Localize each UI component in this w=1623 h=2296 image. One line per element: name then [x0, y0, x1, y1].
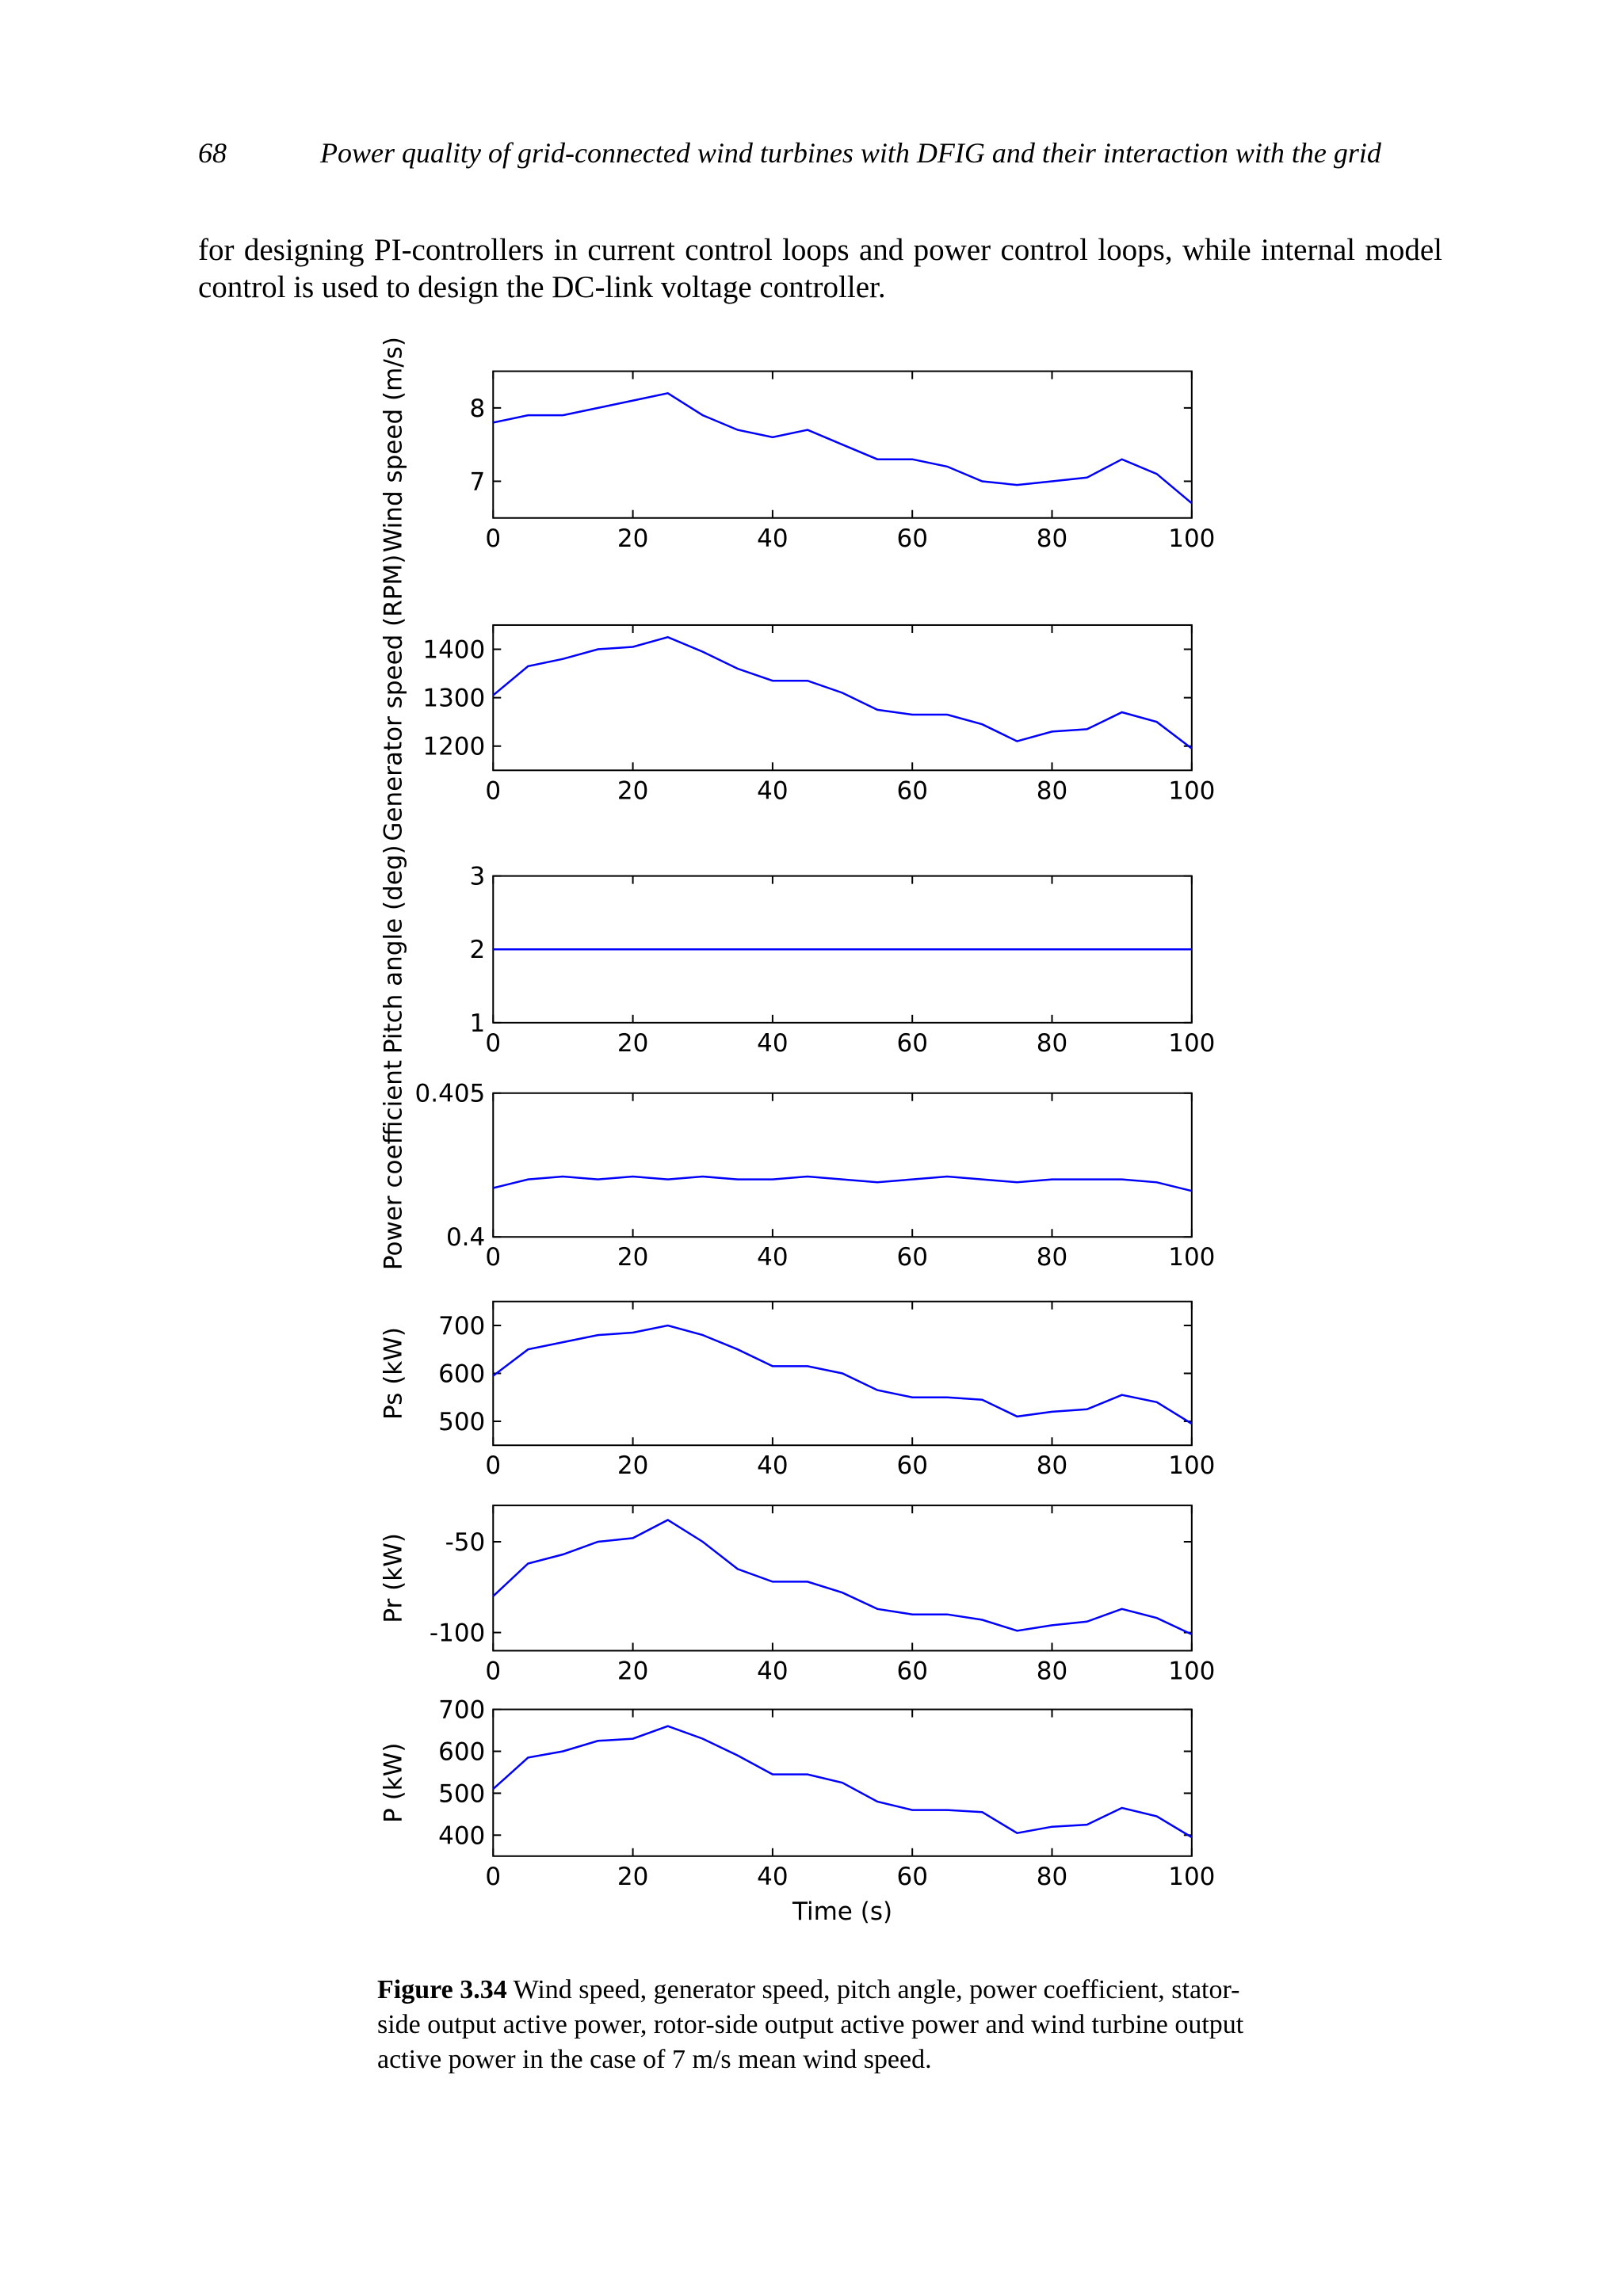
- y-axis-label: Pitch angle (deg): [379, 845, 407, 1054]
- x-tick-label: 0: [485, 1657, 501, 1686]
- x-tick-label: 80: [1037, 1243, 1067, 1272]
- x-tick-label: 80: [1037, 1657, 1067, 1686]
- data-line: [492, 635, 1193, 749]
- y-tick-label: 1: [470, 1009, 486, 1038]
- x-tick-label: 60: [896, 1657, 927, 1686]
- x-tick-label: 0: [485, 1451, 501, 1480]
- y-tick-label: 600: [438, 1737, 485, 1766]
- y-tick-label: -50: [445, 1528, 486, 1557]
- y-axis-label: Generator speed (RPM): [379, 555, 407, 841]
- y-axis-label: Wind speed (m/s): [379, 337, 407, 552]
- data-line: [492, 1324, 1193, 1425]
- body-text: for designing PI-controllers in current …: [198, 233, 1442, 304]
- x-tick-label: 20: [617, 776, 648, 805]
- y-tick-label: 2: [470, 936, 486, 964]
- x-tick-label: 40: [757, 1243, 788, 1272]
- y-axis-label: Power coefficient: [379, 1060, 407, 1270]
- x-tick-label: 0: [485, 1029, 501, 1058]
- x-tick-label: 60: [896, 1029, 927, 1058]
- x-tick-label: 80: [1037, 1451, 1067, 1480]
- y-tick-label: 1400: [422, 636, 485, 665]
- caption: Figure 3.34 Wind speed, generator speed,…: [377, 1973, 1273, 2077]
- y-tick-label: 600: [438, 1360, 485, 1388]
- caption-label: Figure 3.34: [377, 1975, 507, 2004]
- x-tick-label: 20: [617, 1863, 648, 1891]
- x-tick-label: 100: [1168, 1657, 1215, 1686]
- x-tick-label: 40: [757, 524, 788, 553]
- y-tick-label: 500: [438, 1779, 485, 1808]
- plot-frame: [492, 1092, 1193, 1238]
- y-tick-label: 0.405: [415, 1080, 486, 1108]
- plot-frame: [492, 1505, 1193, 1652]
- x-tick-label: 0: [485, 524, 501, 553]
- y-tick-label: 700: [438, 1312, 485, 1341]
- y-tick-label: 1300: [422, 685, 485, 713]
- x-tick-label: 100: [1168, 1451, 1215, 1480]
- x-tick-label: 60: [896, 1863, 927, 1891]
- data-line: [493, 391, 1193, 505]
- x-tick-label: 60: [896, 1451, 927, 1480]
- y-tick-label: 1200: [422, 733, 485, 761]
- x-tick-label: 40: [757, 1657, 788, 1686]
- x-tick-label: 80: [1037, 1029, 1067, 1058]
- x-tick-label: 20: [617, 1029, 648, 1058]
- x-tick-label: 40: [757, 1863, 788, 1891]
- x-tick-label: 40: [757, 776, 788, 805]
- data-line: [492, 1519, 1193, 1636]
- caption-text: Wind speed, generator speed, pitch angle…: [377, 1975, 1244, 2074]
- x-tick-label: 20: [617, 1657, 648, 1686]
- x-tick-label: 100: [1168, 524, 1215, 553]
- x-tick-label: 60: [896, 1243, 927, 1272]
- x-tick-label: 0: [485, 1863, 501, 1891]
- y-tick-label: 500: [438, 1408, 485, 1436]
- y-tick-label: 8: [470, 395, 486, 423]
- y-axis-label: P (kW): [379, 1743, 407, 1823]
- y-axis-label: Pr (kW): [379, 1533, 407, 1623]
- plot-frame: [492, 624, 1193, 772]
- x-tick-label: 100: [1168, 1863, 1215, 1891]
- x-tick-label: 20: [617, 1243, 648, 1272]
- x-tick-label: 20: [617, 1451, 648, 1480]
- x-axis-label: Time (s): [792, 1897, 892, 1926]
- x-tick-label: 60: [896, 776, 927, 805]
- x-tick-label: 40: [757, 1451, 788, 1480]
- x-tick-label: 60: [896, 524, 927, 553]
- y-tick-label: 700: [438, 1696, 485, 1725]
- y-tick-label: 400: [438, 1821, 485, 1850]
- x-tick-label: 0: [485, 1243, 501, 1272]
- y-tick-label: 7: [470, 467, 486, 496]
- x-tick-label: 0: [485, 776, 501, 805]
- y-tick-label: -100: [430, 1619, 485, 1648]
- data-line: [492, 1725, 1193, 1839]
- x-tick-label: 80: [1037, 1863, 1067, 1891]
- page-number: 68: [198, 137, 227, 169]
- running-title: Power quality of grid-connected wind tur…: [320, 137, 1381, 169]
- x-tick-label: 100: [1168, 1029, 1215, 1058]
- x-tick-label: 80: [1037, 524, 1067, 553]
- x-tick-label: 40: [757, 1029, 788, 1058]
- x-tick-label: 20: [617, 524, 648, 553]
- y-tick-label: 3: [470, 863, 486, 891]
- y-axis-label: Ps (kW): [379, 1327, 407, 1420]
- data-line: [492, 1175, 1193, 1192]
- x-tick-label: 80: [1037, 776, 1067, 805]
- x-tick-label: 100: [1168, 1243, 1215, 1272]
- x-tick-label: 100: [1168, 776, 1215, 805]
- y-tick-label: 0.4: [446, 1223, 485, 1252]
